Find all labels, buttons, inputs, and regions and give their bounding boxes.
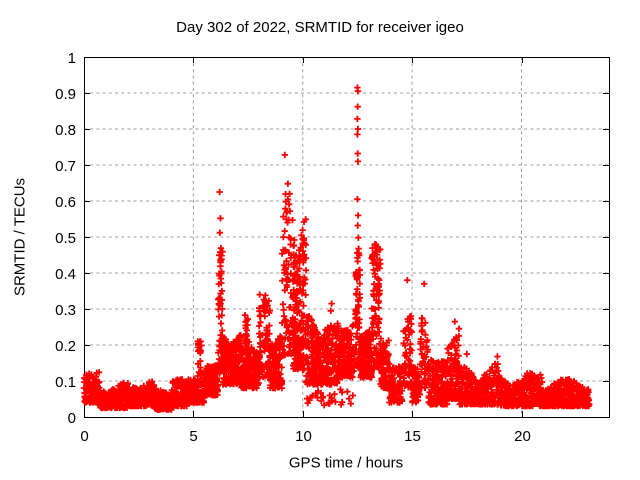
x-tick-label: 5: [189, 428, 197, 445]
y-tick-label: 0.8: [55, 122, 76, 139]
y-tick-label: 0.1: [55, 374, 76, 391]
y-tick-label: 0: [68, 410, 76, 427]
y-tick-label: 0.5: [55, 230, 76, 247]
y-tick-label: 0.9: [55, 86, 76, 103]
x-tick-label: 0: [80, 428, 88, 445]
y-tick-label: 0.2: [55, 338, 76, 355]
y-tick-label: 0.6: [55, 194, 76, 211]
y-tick-label: 0.3: [55, 302, 76, 319]
y-tick-label: 0.4: [55, 266, 76, 283]
data-points-srmtid: [80, 84, 593, 413]
x-tick-label: 15: [404, 428, 421, 445]
x-axis-label: GPS time / hours: [288, 454, 404, 472]
y-tick-label: 1: [68, 50, 76, 67]
x-tick-label: 10: [295, 428, 312, 445]
chart-title: Day 302 of 2022, SRMTID for receiver ige…: [176, 19, 464, 36]
y-tick-label: 0.7: [55, 158, 76, 175]
x-tick-label: 20: [514, 428, 531, 445]
